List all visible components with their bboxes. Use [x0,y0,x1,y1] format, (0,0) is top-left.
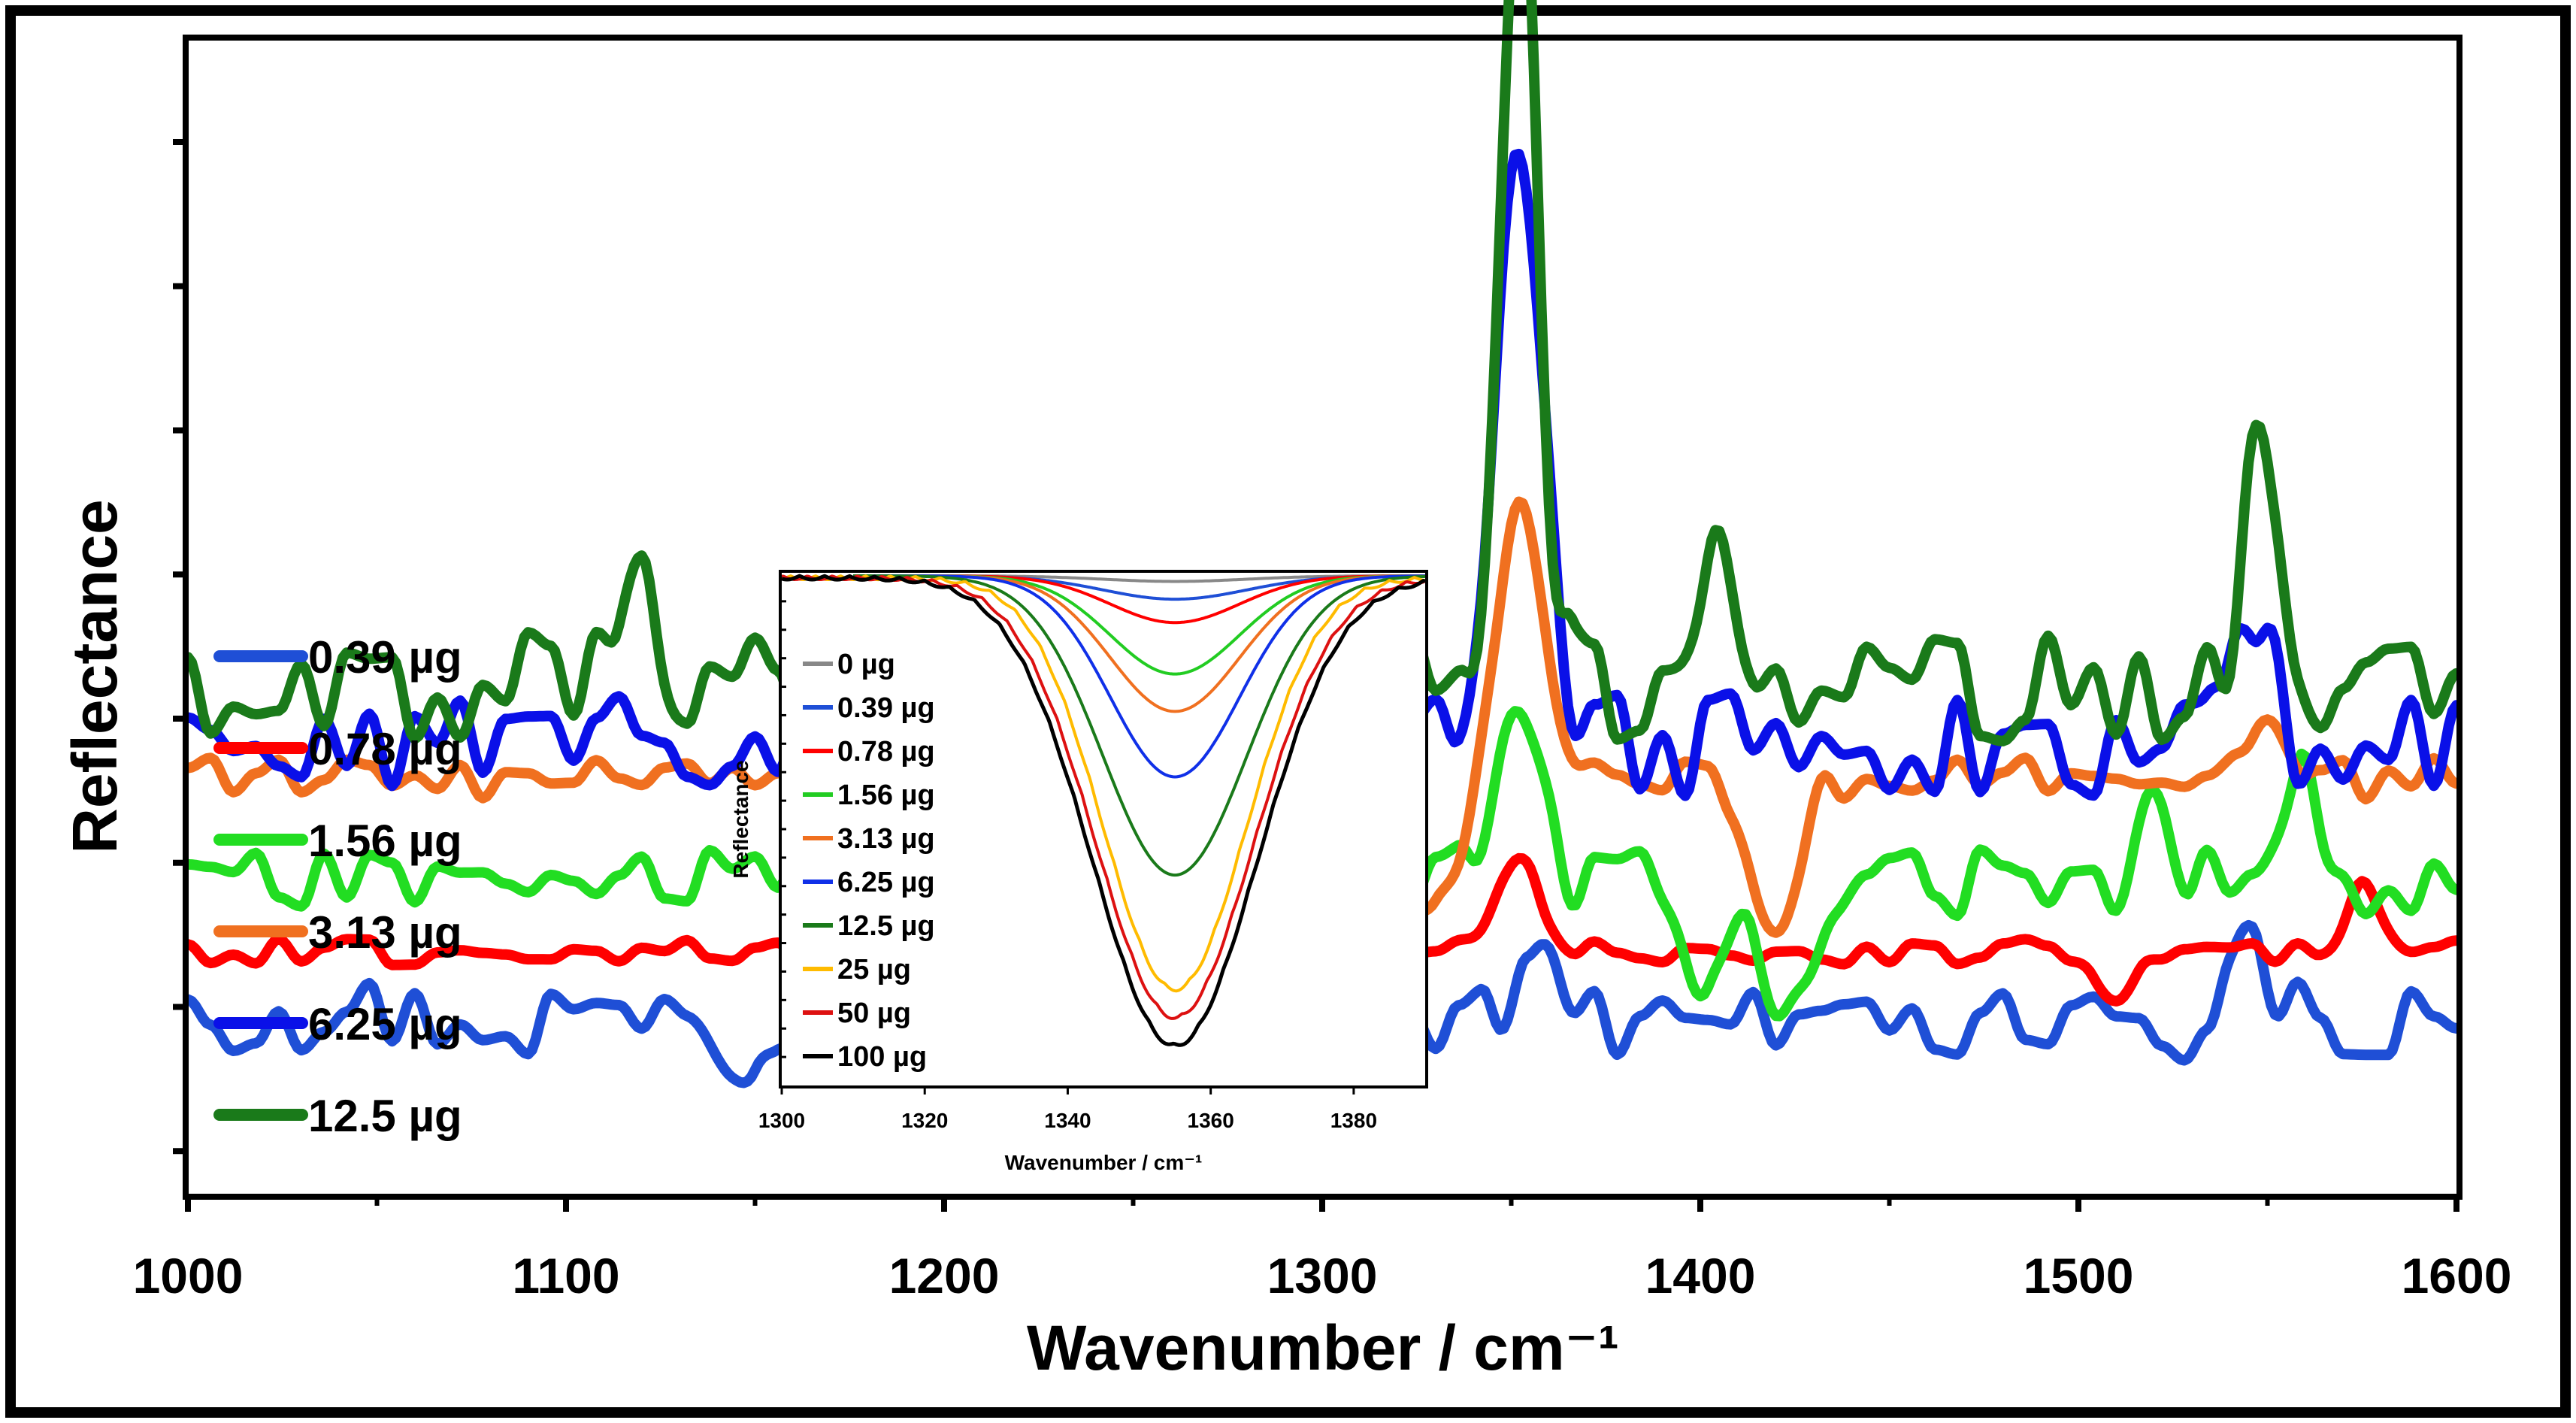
inset-legend-label-8: 50 µg [837,998,911,1029]
inset-legend-label-5: 6.25 µg [837,867,935,898]
inset-legend-label-3: 1.56 µg [837,780,935,811]
inset-legend-label-2: 0.78 µg [837,736,935,768]
main-legend-label-1: 0.78 µg [308,724,462,774]
inset-legend-label-7: 25 µg [837,954,911,986]
main-x-tick-label-0: 1000 [133,1248,244,1303]
inset-legend-label-1: 0.39 µg [837,692,935,724]
inset-y-ticks [780,600,786,1058]
main-legend-label-3: 3.13 µg [308,907,462,958]
main-x-tick-label-1: 1100 [512,1248,619,1303]
inset-series-line-2 [939,574,1425,625]
inset-plot: 1300 1320 1340 1360 1380 Wavenumber / cm⁻¹ R… [729,570,1428,1174]
inset-series-line-9 [781,574,1426,1047]
inset-series-line-5 [853,574,1426,779]
inset-x-tick-label-1: 1320 [901,1109,948,1132]
inset-x-tick-label-4: 1380 [1330,1109,1377,1132]
inset-x-tick-label-3: 1360 [1188,1109,1234,1132]
inset-legend-label-0: 0 µg [837,649,895,680]
main-x-tick-label-2: 1200 [889,1248,1000,1303]
main-x-ticks: 1000 1100 1200 1300 1400 1500 1600 [133,1197,2512,1303]
inset-series-line-7 [781,574,1426,993]
inset-legend-label-9: 100 µg [837,1041,927,1073]
main-y-axis-title: Reflectance [59,499,130,854]
main-legend: 0.39 µg 0.78 µg 1.56 µg 3.13 µg 6.25 µg 12.5 … [213,632,462,1141]
main-x-tick-label-5: 1500 [2024,1248,2134,1303]
inset-legend-label-4: 3.13 µg [837,823,935,855]
inset-series-line-6 [853,574,1426,877]
main-x-tick-label-3: 1300 [1267,1248,1378,1303]
inset-x-tick-label-2: 1340 [1044,1109,1091,1132]
main-legend-label-2: 1.56 µg [308,816,462,866]
main-x-tick-label-4: 1400 [1645,1248,1756,1303]
inset-legend: 0 µg 0.39 µg 0.78 µg 1.56 µg 3.13 µg 6.25 µg 1… [803,649,935,1073]
inset-x-axis-title: Wavenumber / cm⁻¹ [1005,1151,1203,1174]
main-y-ticks [173,139,186,1155]
main-x-tick-label-6: 1600 [2402,1248,2512,1303]
inset-series-group [781,574,1426,1047]
main-legend-label-0: 0.39 µg [308,632,462,683]
inset-y-axis-title: Reflectance [729,760,752,878]
inset-legend-label-6: 12.5 µg [837,910,935,942]
main-plot: 1000 1100 1200 1300 1400 1500 1600 Wavenumber … [59,0,2511,1383]
inset-x-tick-label-0: 1300 [758,1109,805,1132]
main-legend-label-5: 12.5 µg [308,1091,462,1141]
inset-x-ticks: 1300 1320 1340 1360 1380 [758,1087,1377,1132]
main-legend-label-4: 6.25 µg [308,999,462,1049]
main-x-axis-title: Wavenumber / cm⁻¹ [1027,1312,1619,1383]
